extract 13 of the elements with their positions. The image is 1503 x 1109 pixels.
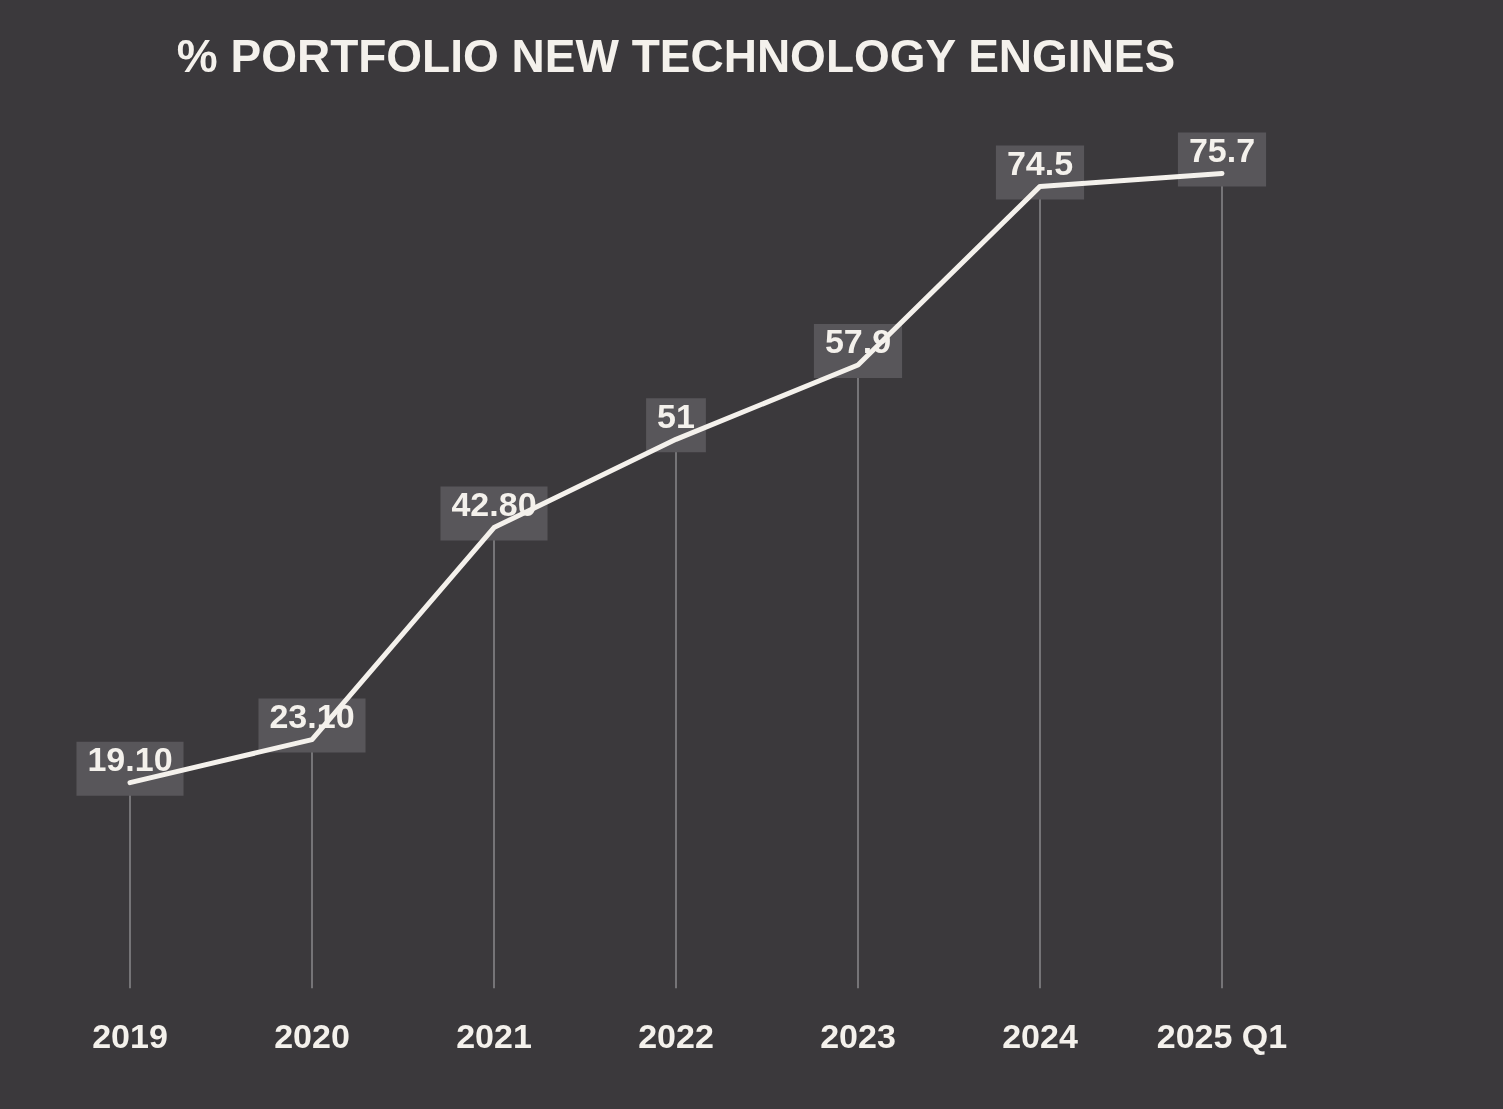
chart-title: % PORTFOLIO NEW TECHNOLOGY ENGINES <box>176 30 1176 83</box>
data-label: 75.7 <box>1188 130 1256 169</box>
data-label: 42.80 <box>451 484 537 523</box>
x-tick-label: 2021 <box>456 1016 532 1055</box>
x-tick-label: 2025 Q1 <box>1156 1016 1288 1055</box>
data-label: 51 <box>657 396 695 435</box>
x-tick-label: 2022 <box>638 1016 714 1055</box>
data-label: 74.5 <box>1006 143 1074 182</box>
x-tick-label: 2024 <box>1002 1016 1078 1055</box>
x-tick-label: 2020 <box>274 1016 350 1055</box>
data-label: 19.10 <box>87 740 173 779</box>
x-tick-label: 2019 <box>92 1016 168 1055</box>
x-tick-label: 2023 <box>820 1016 896 1055</box>
